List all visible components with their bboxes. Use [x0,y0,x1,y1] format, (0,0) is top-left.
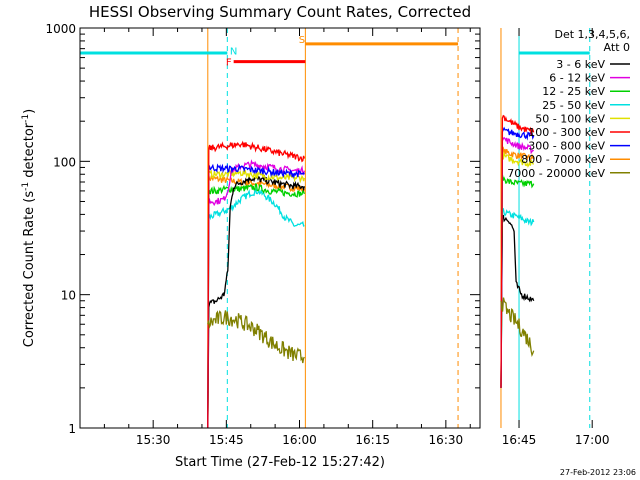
plot-area [79,28,591,429]
x-tick-label-5: 16:45 [502,433,537,447]
y-tick-label-0: 1 [68,422,76,436]
x-tick-label-0: 15:30 [136,433,171,447]
series-line-5-seg-1 [500,114,535,388]
flag-bars: NF S [80,35,590,69]
series-line-2-seg-1 [500,174,535,388]
legend-label-4: 50 - 100 keV [535,112,605,125]
series-line-3-seg-1 [500,207,535,388]
series-line-2-seg-0 [207,183,306,429]
x-tick-label-1: 15:45 [209,433,244,447]
legend-label-8: 7000 - 20000 keV [507,167,605,180]
y-axis-label-mid: detector [22,122,37,182]
chart-title: HESSI Observing Summary Count Rates, Cor… [89,3,471,21]
series-line-0-seg-1 [500,214,535,388]
series-line-4-seg-1 [500,151,535,388]
series-line-6-seg-1 [500,126,535,388]
series-line-1-seg-0 [207,159,306,429]
series-line-0-seg-0 [207,174,306,429]
series-line-8-seg-0 [207,310,305,364]
datestamp: 27-Feb-2012 23:06 [560,468,636,477]
legend-label-1: 6 - 12 keV [549,72,605,85]
series-line-6-seg-0 [207,163,305,429]
legend-header-1: Det 1,3,4,5,6, [554,28,630,41]
y-tick-label-3: 1000 [45,22,76,36]
legend-label-3: 25 - 50 keV [542,99,605,112]
series-line-7-seg-1 [500,146,535,388]
flag-label-2: N [230,46,237,57]
x-tick-label-4: 16:30 [429,433,464,447]
legend-header-2: Att 0 [604,41,630,54]
y-axis-label-sup1: -1 [21,182,31,191]
legend-label-7: 800 - 7000 keV [521,153,605,166]
x-tick-label-2: 16:00 [282,433,317,447]
y-axis-label-main: Corrected Count Rate (s [22,191,37,348]
series-line-8-seg-1 [500,297,535,358]
legend-label-2: 12 - 25 keV [542,85,605,98]
flag-label-4: S [299,35,305,46]
y-axis: 1 10 100 1000 [45,22,480,436]
x-tick-label-3: 16:15 [355,433,390,447]
x-tick-label-6: 17:00 [575,433,610,447]
plot-frame [79,27,481,429]
y-tick-label-2: 100 [53,155,76,169]
series-line-7-seg-0 [207,175,306,429]
legend-label-6: 300 - 800 keV [528,140,605,153]
legend-label-0: 3 - 6 keV [556,58,605,71]
y-tick-label-1: 10 [61,289,76,303]
y-axis-label-sup2: -1 [21,114,31,123]
x-axis: 15:30 15:45 16:00 16:15 16:30 16:45 17:00 [103,28,610,447]
series-line-1-seg-1 [500,136,534,388]
flag-label-3: F [226,58,232,69]
legend-label-5: 100 - 300 keV [528,126,605,139]
series-line-4-seg-0 [207,169,306,429]
y-axis-label-end: ) [22,109,37,114]
y-axis-label: Corrected Count Rate (s-1 detector-1) [21,109,37,347]
x-axis-label: Start Time (27-Feb-12 15:27:42) [175,455,385,470]
series-line-3-seg-0 [207,187,305,429]
series-line-5-seg-0 [207,140,306,429]
